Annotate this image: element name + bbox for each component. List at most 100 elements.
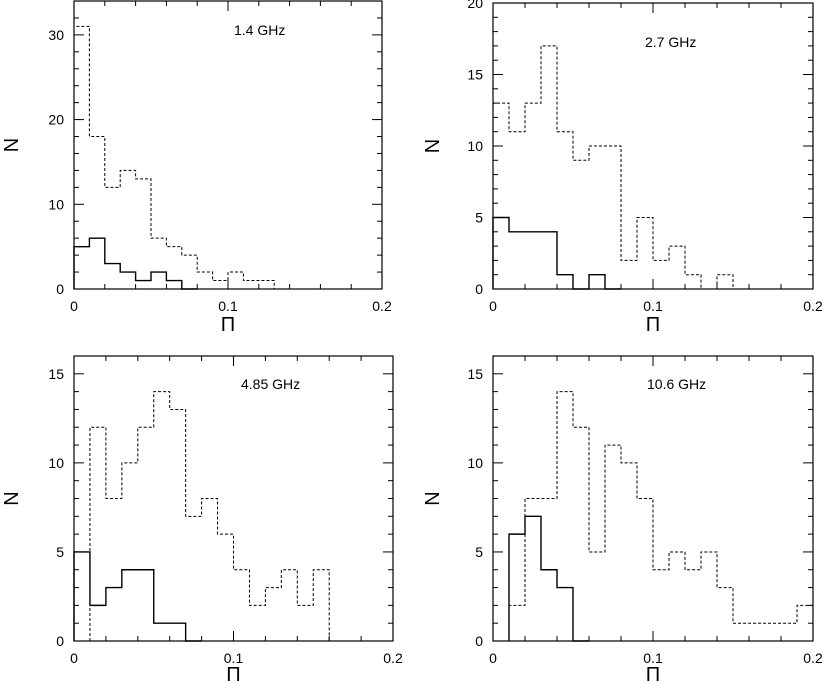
- bin-solid: [120, 272, 135, 289]
- y-tick-label: 0: [56, 633, 64, 649]
- bin-dashed: [669, 552, 685, 641]
- bin-dashed: [781, 623, 797, 641]
- y-tick-label: 30: [48, 27, 64, 43]
- histogram-solid: [492, 216, 621, 290]
- bin-dashed: [202, 499, 218, 642]
- bin-solid: [541, 570, 557, 641]
- histogram-solid: [73, 237, 198, 290]
- y-tick-label: 15: [467, 67, 483, 83]
- bin-solid: [509, 534, 525, 641]
- bin-solid: [89, 238, 104, 289]
- bin-dashed: [685, 275, 701, 289]
- bin-dashed: [197, 272, 212, 289]
- bin-dashed: [765, 623, 781, 641]
- histogram-dashed: [492, 45, 749, 290]
- y-tick-label: 5: [56, 544, 64, 560]
- bin-solid: [122, 570, 138, 641]
- y-tick-label: 10: [467, 138, 483, 154]
- bin-dashed: [621, 463, 637, 641]
- bin-dashed: [218, 534, 234, 641]
- y-tick-label: 10: [48, 455, 64, 471]
- bin-dashed: [589, 552, 605, 641]
- x-tick-label: 0.2: [803, 298, 823, 314]
- bin-dashed: [653, 260, 669, 289]
- bin-dashed: [797, 605, 813, 641]
- y-tick-label: 10: [467, 455, 483, 471]
- bin-dashed: [228, 272, 243, 289]
- bin-dashed: [621, 260, 637, 289]
- x-tick-label: 0.1: [643, 650, 663, 666]
- bin-solid: [170, 623, 186, 641]
- bin-dashed: [573, 427, 589, 641]
- bin-dashed: [297, 605, 313, 641]
- bin-dashed: [186, 516, 202, 641]
- bin-dashed: [259, 281, 274, 289]
- bin-dashed: [265, 588, 281, 641]
- frequency-annotation: 4.85 GHz: [241, 376, 300, 392]
- bin-solid: [90, 605, 106, 641]
- x-tick-label: 0.2: [372, 298, 392, 314]
- y-tick-label: 20: [467, 0, 483, 11]
- bin-solid: [525, 232, 541, 289]
- panel-4: 0 0.1 0.2 0 5 10 15 Π N 10.6 GHz: [422, 355, 823, 684]
- bin-dashed: [685, 570, 701, 641]
- y-tick-label: 15: [467, 366, 483, 382]
- y-tick-label: 5: [475, 544, 483, 560]
- x-tick-label: 0: [489, 298, 497, 314]
- bin-dashed: [749, 623, 765, 641]
- x-axis-label: Π: [646, 664, 660, 684]
- x-tick-label: 0: [70, 650, 78, 666]
- x-tick-label: 0.1: [224, 650, 244, 666]
- bin-dashed: [653, 570, 669, 641]
- y-tick-label: 0: [475, 281, 483, 297]
- bin-solid: [589, 275, 605, 289]
- bin-dashed: [605, 146, 621, 289]
- bin-solid: [154, 623, 170, 641]
- y-tick-label: 0: [56, 281, 64, 297]
- y-axis-label: N: [422, 491, 444, 505]
- bin-dashed: [249, 605, 265, 641]
- bin-dashed: [669, 246, 685, 289]
- x-axis-label: Π: [221, 314, 235, 336]
- bin-dashed: [234, 570, 250, 641]
- bin-dashed: [733, 623, 749, 641]
- bin-solid: [74, 552, 90, 641]
- bin-dashed: [281, 570, 297, 641]
- frequency-annotation: 1.4 GHz: [234, 22, 285, 38]
- y-tick-label: 0: [475, 633, 483, 649]
- bin-dashed: [313, 570, 329, 641]
- bin-dashed: [701, 552, 717, 641]
- bin-dashed: [120, 170, 135, 289]
- bin-solid: [541, 232, 557, 289]
- bin-solid: [138, 570, 154, 641]
- bin-dashed: [243, 281, 258, 289]
- x-axis-label: Π: [226, 664, 240, 684]
- panel-2: 0 0.1 0.2 0 5 10 15 20 Π N 2.7 GHz: [422, 0, 823, 336]
- x-tick-label: 0: [489, 650, 497, 666]
- frequency-annotation: 2.7 GHz: [645, 34, 696, 50]
- frequency-annotation: 10.6 GHz: [647, 376, 706, 392]
- y-axis-label: N: [1, 138, 23, 152]
- bin-solid: [105, 264, 120, 289]
- x-axis-label: Π: [646, 314, 660, 336]
- bin-dashed: [213, 281, 228, 289]
- bin-solid: [151, 272, 166, 289]
- x-tick-label: 0: [70, 298, 78, 314]
- bin-solid: [493, 218, 509, 290]
- bin-dashed: [136, 179, 151, 289]
- bin-dashed: [573, 160, 589, 289]
- bin-solid: [557, 275, 573, 289]
- histogram-solid: [508, 515, 589, 642]
- panel-1: 0 0.1 0.2 0 10 20 30 Π N 1.4 GHz: [1, 0, 392, 336]
- x-tick-label: 0.1: [643, 298, 663, 314]
- bin-dashed: [717, 275, 733, 289]
- bin-dashed: [589, 146, 605, 289]
- bin-dashed: [637, 499, 653, 642]
- y-tick-label: 15: [48, 366, 64, 382]
- bin-dashed: [605, 445, 621, 641]
- bin-solid: [74, 247, 89, 289]
- histogram-solid: [73, 551, 202, 642]
- bin-solid: [136, 281, 151, 289]
- bin-solid: [557, 588, 573, 641]
